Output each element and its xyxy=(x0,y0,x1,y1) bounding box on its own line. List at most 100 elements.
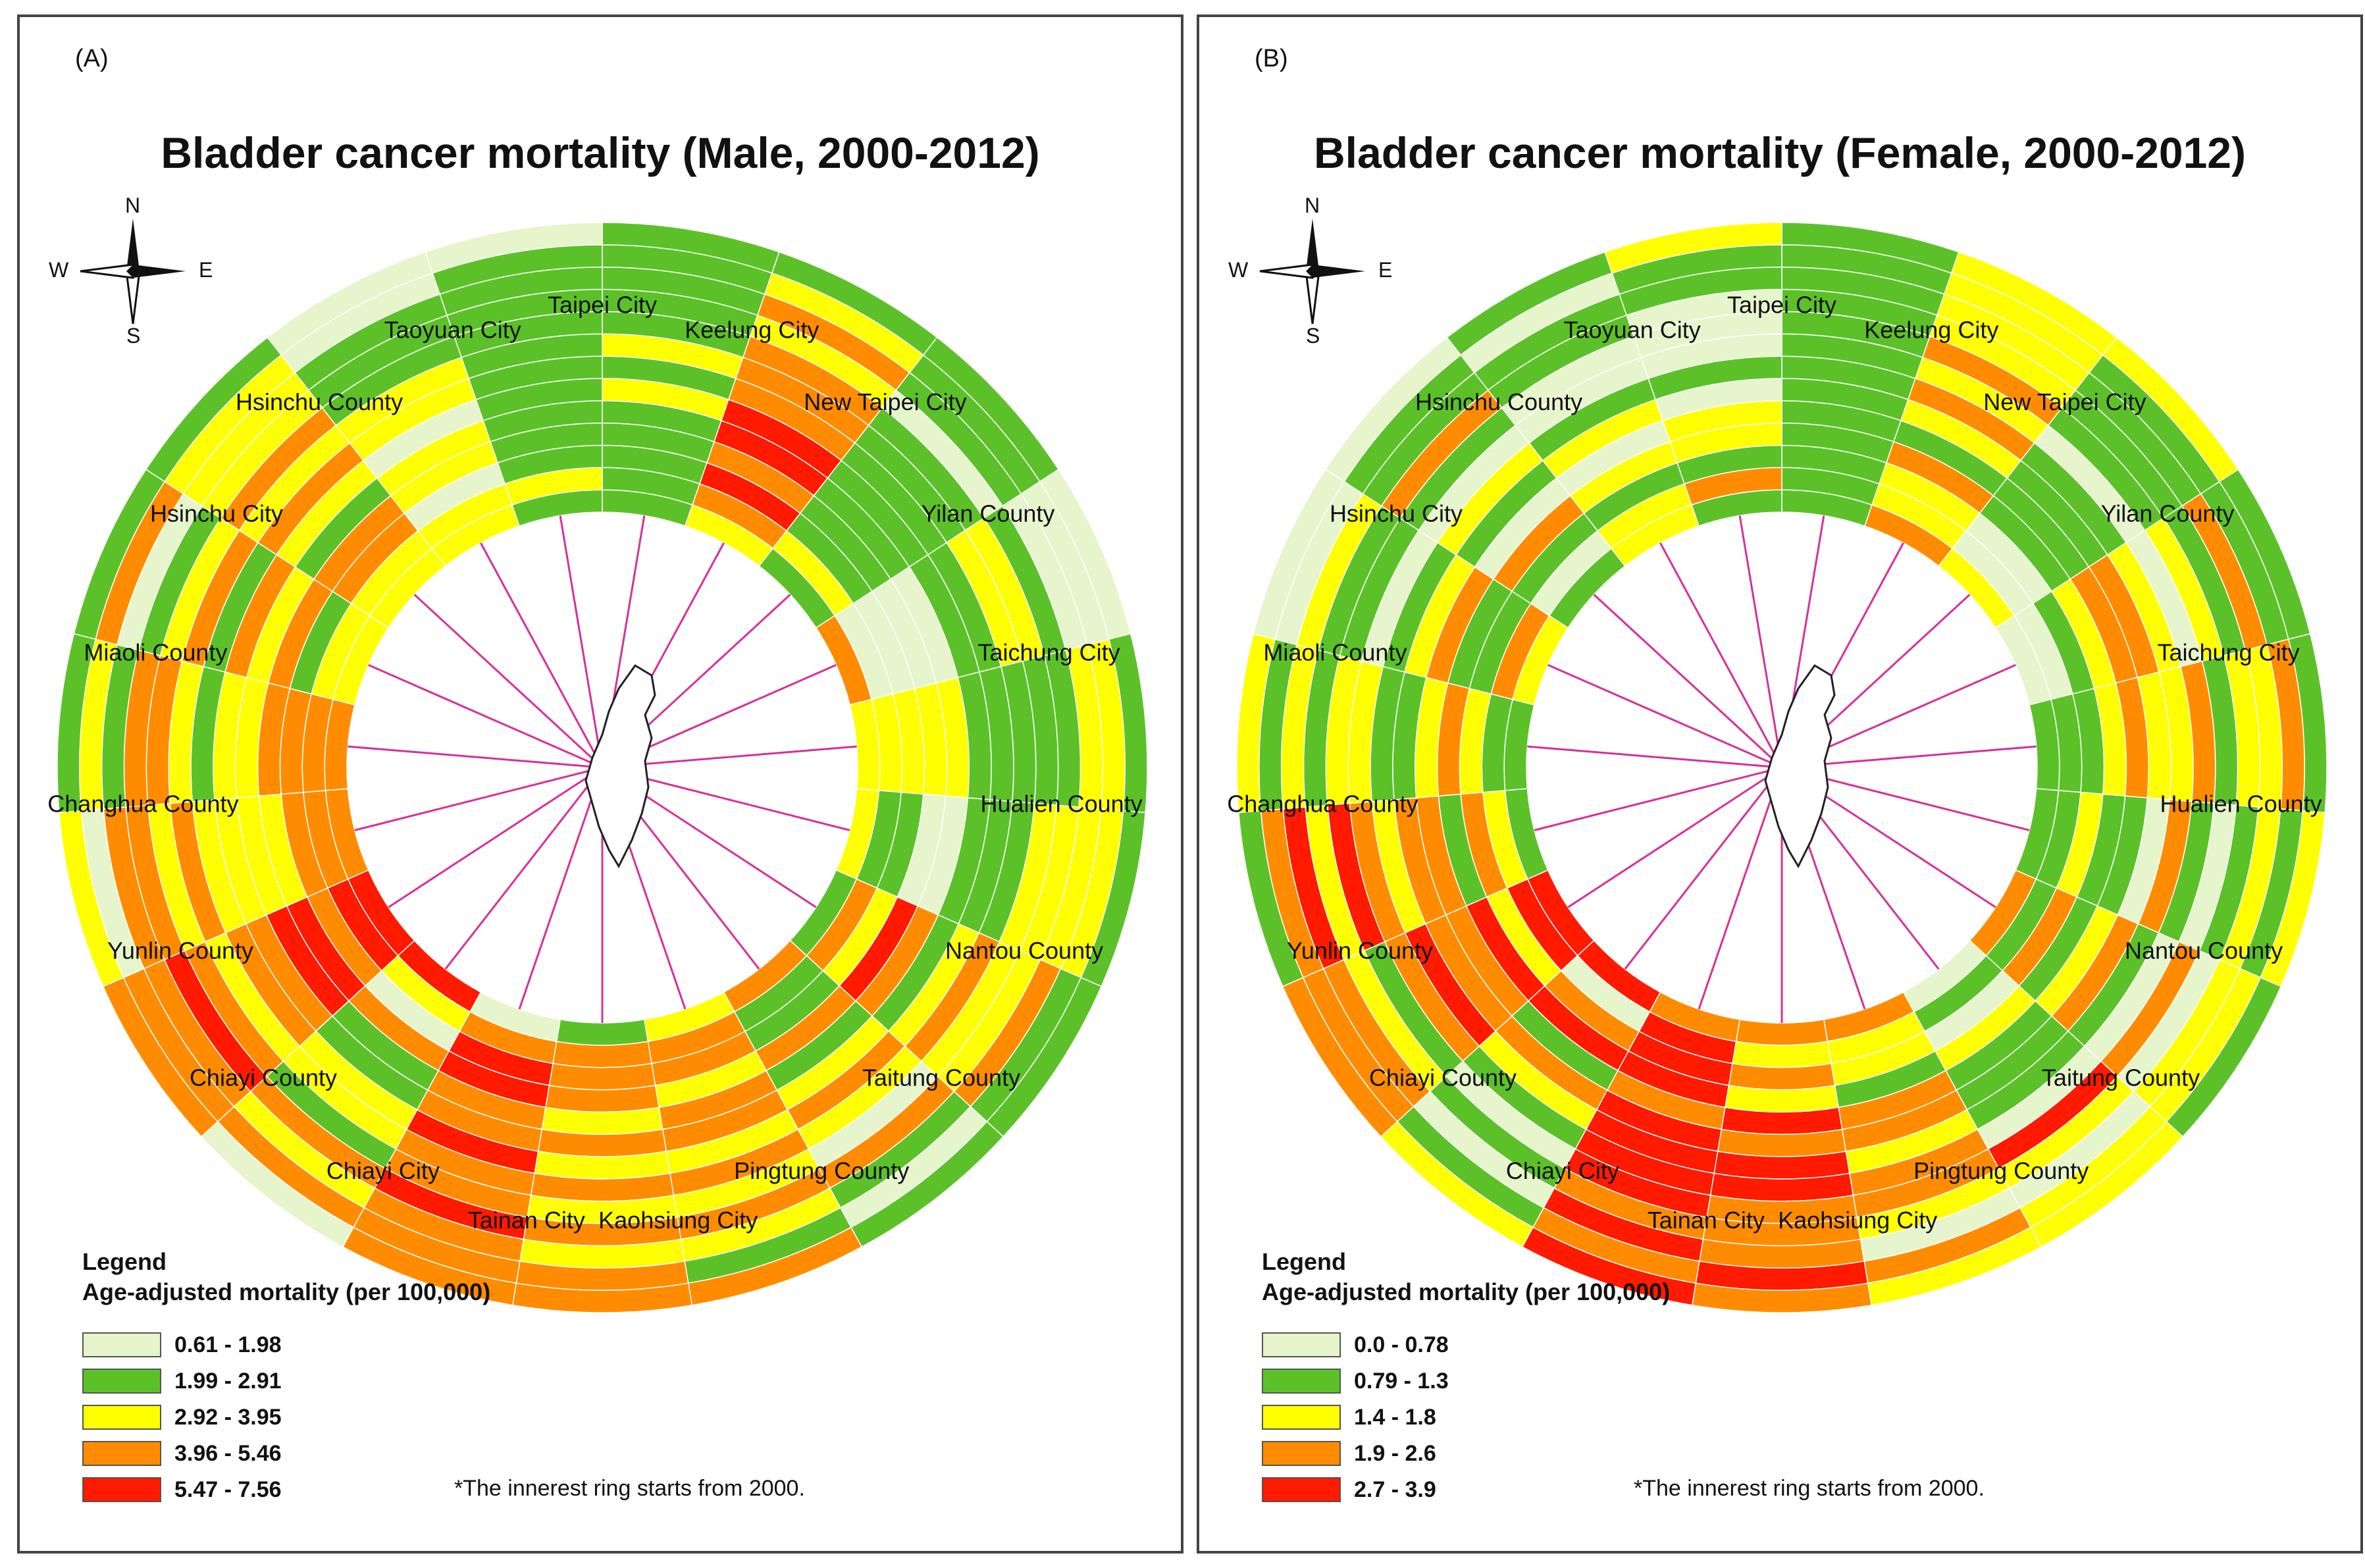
county-label: Yilan County xyxy=(922,500,1055,527)
footnote: *The innerest ring starts from 2000. xyxy=(1634,1476,1985,1501)
ring-cell xyxy=(544,1084,660,1113)
county-label: Taitung County xyxy=(2042,1064,2200,1091)
ring-cell xyxy=(425,222,603,274)
county-label: Pingtung County xyxy=(1913,1157,2089,1184)
legend-swatch xyxy=(82,1332,161,1357)
county-label: Tainan City xyxy=(1648,1207,1765,1234)
ring-cell xyxy=(1732,1041,1832,1068)
compass-south-label: S xyxy=(1306,324,1320,348)
legend-swatch xyxy=(82,1405,161,1430)
county-label: Taipei City xyxy=(548,292,657,319)
legend-label: 0.61 - 1.98 xyxy=(174,1332,282,1357)
map-title: Bladder cancer mortality (Male, 2000-201… xyxy=(161,128,1040,177)
ring-cell xyxy=(548,1062,656,1091)
legend-label: 2.92 - 3.95 xyxy=(174,1405,282,1430)
county-label: Taipei City xyxy=(1727,292,1836,319)
legend-label: 1.4 - 1.8 xyxy=(1354,1405,1436,1430)
county-label: Hsinchu City xyxy=(150,500,283,527)
ring-cell xyxy=(1724,1084,1840,1113)
county-label: New Taipei City xyxy=(804,388,966,415)
compass-north-label: N xyxy=(1305,194,1320,217)
county-label: Hualien County xyxy=(981,790,1143,817)
ring-cell xyxy=(1735,1018,1829,1046)
ring-chart-female: Taipei City Keelung City New Taipei City Yi… xyxy=(1227,222,2327,1313)
spoke-line xyxy=(1624,767,1783,970)
county-label: Yunlin County xyxy=(1287,937,1433,964)
legend-title: Legend xyxy=(82,1248,167,1275)
county-label: Keelung City xyxy=(1864,316,1998,343)
spoke-line xyxy=(1698,767,1783,1010)
compass-east-label: E xyxy=(199,258,213,282)
taiwan-map-icon xyxy=(585,664,656,869)
panel-male: Taipei City Keelung City New Taipei City Yi… xyxy=(17,14,1183,1554)
county-label: Changhua County xyxy=(1227,790,1418,817)
legend-subtitle: Age-adjusted mortality (per 100,000) xyxy=(82,1278,491,1305)
county-label: Changhua County xyxy=(47,790,238,817)
spoke-line xyxy=(480,542,604,768)
ring-cell xyxy=(556,1018,649,1046)
county-label: Nantou County xyxy=(2125,937,2283,964)
legend-swatch xyxy=(1262,1332,1341,1357)
county-label: Hsinchu City xyxy=(1330,500,1463,527)
spoke-line xyxy=(368,664,603,769)
spoke-line xyxy=(444,767,604,970)
county-label: Chiayi County xyxy=(1369,1064,1517,1091)
county-label: Pingtung County xyxy=(734,1157,909,1184)
ring-cell xyxy=(1728,1062,1836,1091)
spoke-line xyxy=(1738,515,1783,768)
spoke-line xyxy=(518,767,604,1010)
county-label: Yilan County xyxy=(2101,500,2235,527)
county-label: Miaoli County xyxy=(84,639,227,666)
county-label: Hsinchu County xyxy=(236,388,403,415)
legend-subtitle: Age-adjusted mortality (per 100,000) xyxy=(1262,1278,1671,1305)
legend-label: 1.9 - 2.6 xyxy=(1354,1441,1436,1466)
county-label: Taichung City xyxy=(978,639,1120,666)
county-label: Taichung City xyxy=(2158,639,2300,666)
spoke-line xyxy=(1547,664,1782,769)
map-title: Bladder cancer mortality (Female, 2000-2… xyxy=(1313,128,2246,177)
legend-label: 5.47 - 7.56 xyxy=(174,1477,282,1502)
legend-label: 1.99 - 2.91 xyxy=(174,1369,282,1394)
county-label: Chiayi County xyxy=(190,1064,337,1091)
ring-cell xyxy=(552,1041,652,1068)
legend-label: 0.79 - 1.3 xyxy=(1354,1369,1449,1394)
ring-chart-male: Taipei City Keelung City New Taipei City Yi… xyxy=(47,222,1148,1313)
county-label: Tainan City xyxy=(468,1207,585,1234)
county-label: Taitung County xyxy=(862,1064,1020,1091)
county-label: Kaohsiung City xyxy=(598,1207,758,1234)
spoke-line xyxy=(1527,745,1782,769)
legend-title: Legend xyxy=(1262,1248,1347,1275)
legend-swatch xyxy=(1262,1405,1341,1430)
spoke-line xyxy=(354,766,603,831)
spoke-line xyxy=(413,594,604,769)
legend-label: 3.96 - 5.46 xyxy=(174,1441,282,1466)
county-label: Hualien County xyxy=(2160,790,2322,817)
legend-swatch xyxy=(1262,1369,1341,1394)
legend-swatch xyxy=(82,1477,161,1502)
county-label: Keelung City xyxy=(685,316,819,343)
spoke-line xyxy=(1593,594,1783,769)
county-label: Kaohsiung City xyxy=(1778,1207,1937,1234)
compass-rose-icon: N S E W xyxy=(49,194,213,348)
compass-west-label: W xyxy=(49,258,69,282)
county-label: Hsinchu County xyxy=(1415,388,1582,415)
legend-label: 0.0 - 0.78 xyxy=(1354,1332,1449,1357)
compass-north-label: N xyxy=(125,194,141,217)
spoke-line xyxy=(559,515,604,768)
legend-label: 2.7 - 3.9 xyxy=(1354,1477,1436,1502)
spoke-line xyxy=(1534,766,1782,831)
compass-west-label: W xyxy=(1228,258,1249,282)
legend-swatch xyxy=(1262,1441,1341,1466)
county-label: New Taipei City xyxy=(1983,388,2146,415)
spoke-line xyxy=(348,745,603,769)
county-label: Taoyuan City xyxy=(1564,316,1701,343)
county-label: Yunlin County xyxy=(107,937,253,964)
spoke-line xyxy=(1567,766,1782,908)
legend-swatch xyxy=(1262,1477,1341,1502)
county-label: Miaoli County xyxy=(1263,639,1407,666)
footnote: *The innerest ring starts from 2000. xyxy=(454,1476,805,1501)
ring-cell xyxy=(1604,222,1782,274)
legend-swatch xyxy=(82,1369,161,1394)
spoke-line xyxy=(1659,542,1783,768)
county-label: Taoyuan City xyxy=(384,316,521,343)
